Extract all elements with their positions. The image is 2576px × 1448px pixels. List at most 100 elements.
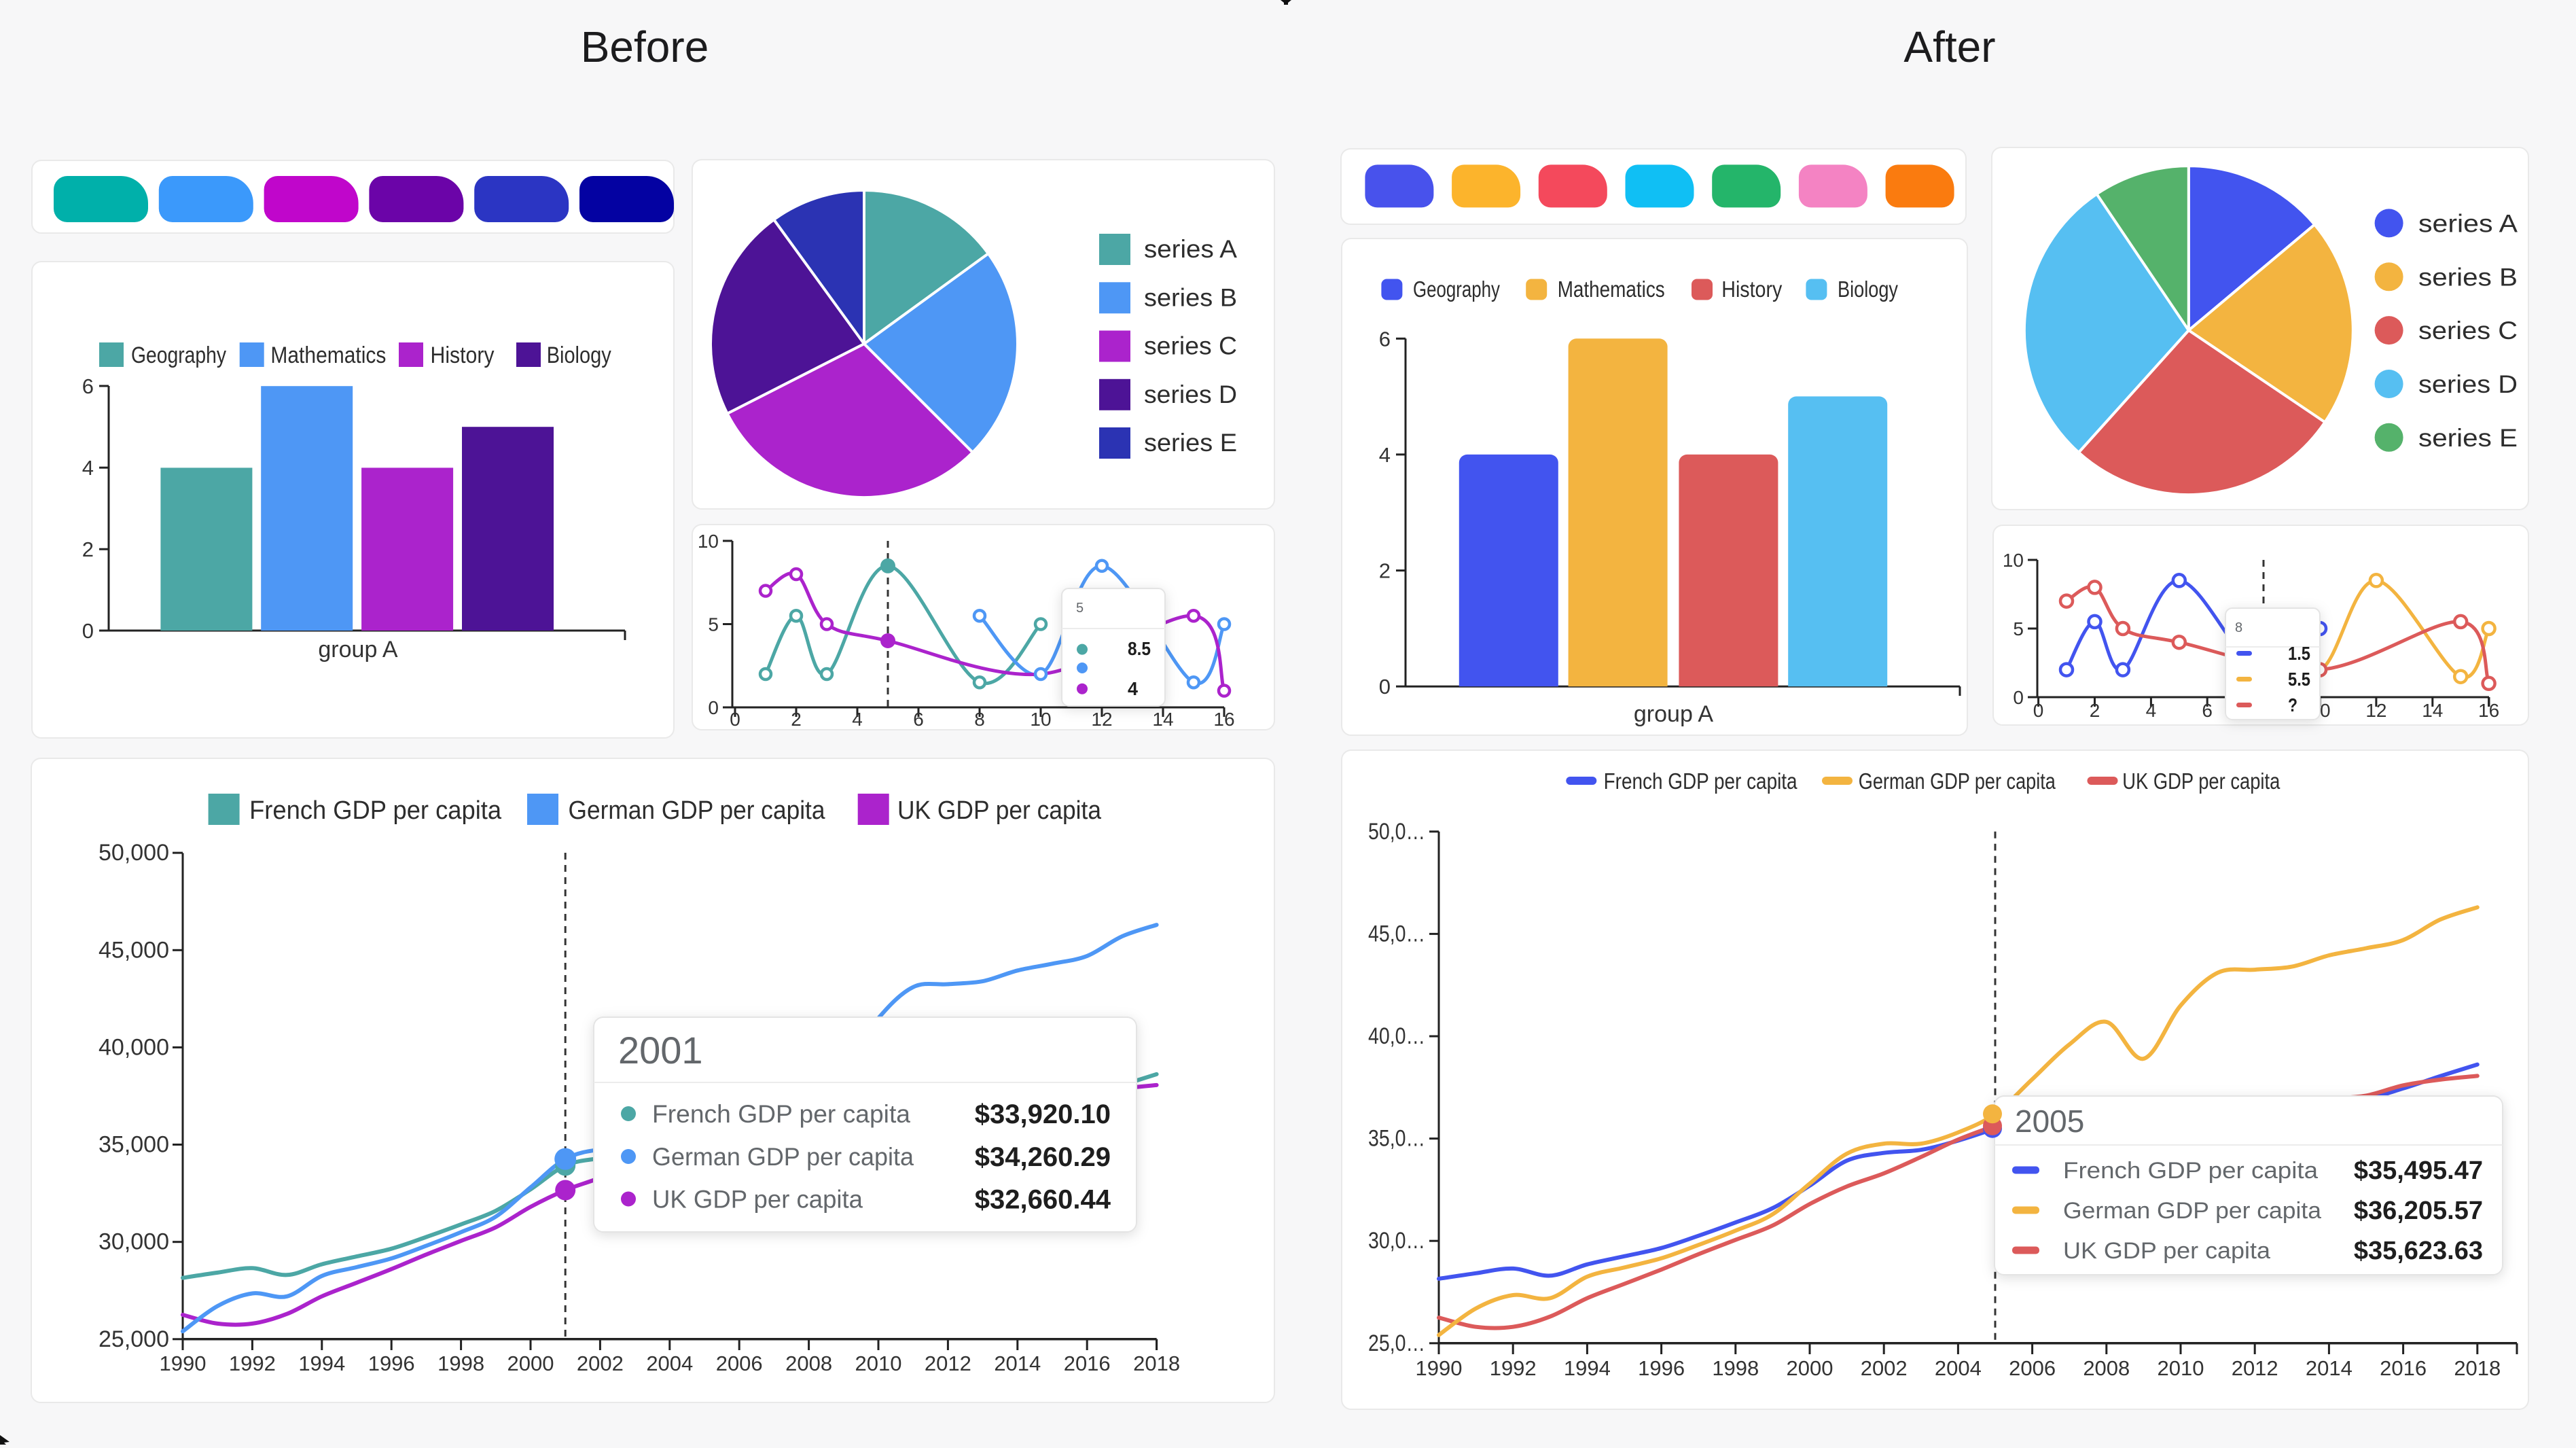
svg-text:4: 4 bbox=[2146, 700, 2157, 721]
svg-text:French GDP per capita: French GDP per capita bbox=[1604, 769, 1798, 794]
svg-text:2012: 2012 bbox=[925, 1352, 971, 1375]
svg-text:4: 4 bbox=[852, 709, 863, 730]
svg-text:series D: series D bbox=[1144, 381, 1237, 408]
svg-text:2: 2 bbox=[82, 537, 94, 561]
svg-text:series B: series B bbox=[1144, 283, 1237, 311]
svg-text:Before: Before bbox=[581, 22, 709, 71]
svg-text:series E: series E bbox=[1144, 429, 1237, 457]
svg-text:2002: 2002 bbox=[577, 1352, 624, 1375]
svg-text:$35,623.63: $35,623.63 bbox=[2354, 1237, 2483, 1265]
svg-text:1990: 1990 bbox=[1416, 1356, 1463, 1380]
svg-text:2016: 2016 bbox=[1064, 1352, 1111, 1375]
svg-text:History: History bbox=[1721, 277, 1782, 302]
svg-text:Mathematics: Mathematics bbox=[270, 342, 386, 368]
svg-text:1.5: 1.5 bbox=[2288, 643, 2310, 664]
svg-text:2012: 2012 bbox=[2232, 1356, 2278, 1380]
svg-text:German GDP per capita: German GDP per capita bbox=[1859, 769, 2056, 794]
svg-text:5: 5 bbox=[708, 614, 719, 635]
svg-text:$32,660.44: $32,660.44 bbox=[975, 1185, 1111, 1215]
svg-text:45,0…: 45,0… bbox=[1368, 921, 1425, 947]
svg-text:45,000: 45,000 bbox=[99, 937, 169, 963]
svg-text:group A: group A bbox=[1634, 701, 1714, 727]
svg-text:4: 4 bbox=[1379, 443, 1391, 467]
svg-text:4: 4 bbox=[82, 456, 94, 480]
svg-text:group A: group A bbox=[318, 637, 398, 663]
svg-text:?: ? bbox=[2288, 694, 2297, 716]
svg-text:2010: 2010 bbox=[855, 1352, 902, 1375]
svg-text:2: 2 bbox=[2090, 700, 2100, 721]
svg-text:2001: 2001 bbox=[618, 1029, 703, 1072]
svg-text:German GDP per capita: German GDP per capita bbox=[569, 796, 826, 825]
svg-text:1994: 1994 bbox=[1564, 1356, 1611, 1380]
svg-text:2000: 2000 bbox=[507, 1352, 554, 1375]
svg-text:0: 0 bbox=[82, 619, 94, 643]
svg-text:5: 5 bbox=[1076, 601, 1084, 616]
svg-text:$33,920.10: $33,920.10 bbox=[975, 1099, 1111, 1129]
svg-text:2006: 2006 bbox=[2009, 1356, 2056, 1380]
svg-text:series A: series A bbox=[1144, 235, 1237, 263]
svg-text:French GDP per capita: French GDP per capita bbox=[249, 796, 502, 825]
svg-text:2018: 2018 bbox=[1133, 1352, 1180, 1375]
svg-text:2006: 2006 bbox=[716, 1352, 763, 1375]
svg-text:$35,495.47: $35,495.47 bbox=[2354, 1156, 2483, 1185]
svg-text:35,000: 35,000 bbox=[99, 1132, 169, 1158]
svg-text:2004: 2004 bbox=[646, 1352, 693, 1375]
svg-text:6: 6 bbox=[913, 709, 924, 730]
svg-text:0: 0 bbox=[730, 709, 740, 730]
svg-text:30,0…: 30,0… bbox=[1368, 1228, 1425, 1254]
svg-text:series C: series C bbox=[1144, 332, 1237, 360]
svg-text:Mathematics: Mathematics bbox=[1558, 277, 1665, 302]
svg-text:Biology: Biology bbox=[547, 342, 611, 368]
svg-text:2000: 2000 bbox=[1787, 1356, 1833, 1380]
svg-text:14: 14 bbox=[2422, 700, 2443, 721]
svg-text:25,0…: 25,0… bbox=[1368, 1330, 1425, 1356]
svg-text:Geography: Geography bbox=[131, 342, 226, 368]
svg-text:UK GDP per capita: UK GDP per capita bbox=[2122, 769, 2280, 794]
svg-text:2002: 2002 bbox=[1861, 1356, 1908, 1380]
svg-text:50,000: 50,000 bbox=[99, 840, 169, 866]
svg-text:1996: 1996 bbox=[368, 1352, 415, 1375]
svg-text:40,000: 40,000 bbox=[99, 1034, 169, 1060]
svg-text:25,000: 25,000 bbox=[99, 1326, 169, 1352]
svg-text:series A: series A bbox=[2418, 209, 2518, 237]
svg-text:14: 14 bbox=[1152, 709, 1173, 730]
svg-text:$36,205.57: $36,205.57 bbox=[2354, 1197, 2483, 1225]
svg-text:4: 4 bbox=[1128, 678, 1138, 699]
svg-text:8.5: 8.5 bbox=[1128, 638, 1151, 659]
svg-text:History: History bbox=[431, 342, 495, 368]
svg-text:30,000: 30,000 bbox=[99, 1229, 169, 1255]
svg-text:UK GDP per capita: UK GDP per capita bbox=[652, 1186, 863, 1214]
svg-text:0: 0 bbox=[2033, 700, 2044, 721]
svg-text:8: 8 bbox=[2235, 620, 2242, 635]
svg-text:10: 10 bbox=[1030, 709, 1051, 730]
svg-text:5.5: 5.5 bbox=[2288, 669, 2310, 690]
svg-text:2005: 2005 bbox=[2015, 1103, 2084, 1139]
svg-text:Biology: Biology bbox=[1838, 277, 1898, 302]
svg-text:French GDP per capita: French GDP per capita bbox=[652, 1100, 910, 1128]
svg-text:German GDP per capita: German GDP per capita bbox=[2063, 1198, 2321, 1224]
svg-text:German GDP per capita: German GDP per capita bbox=[652, 1143, 914, 1171]
svg-text:5: 5 bbox=[2013, 618, 2024, 639]
svg-text:10: 10 bbox=[2003, 550, 2024, 571]
svg-text:series D: series D bbox=[2418, 370, 2518, 398]
svg-text:50,0…: 50,0… bbox=[1368, 819, 1425, 845]
svg-text:6: 6 bbox=[1379, 327, 1391, 351]
svg-text:UK GDP per capita: UK GDP per capita bbox=[897, 796, 1102, 825]
svg-text:2014: 2014 bbox=[2306, 1356, 2353, 1380]
svg-text:UK GDP per capita: UK GDP per capita bbox=[2063, 1238, 2270, 1264]
svg-text:$34,260.29: $34,260.29 bbox=[975, 1142, 1111, 1172]
svg-text:1998: 1998 bbox=[437, 1352, 484, 1375]
svg-text:1992: 1992 bbox=[229, 1352, 276, 1375]
svg-text:1996: 1996 bbox=[1638, 1356, 1685, 1380]
svg-text:series E: series E bbox=[2418, 424, 2518, 452]
svg-text:2008: 2008 bbox=[785, 1352, 832, 1375]
svg-text:12: 12 bbox=[1091, 709, 1112, 730]
svg-text:2: 2 bbox=[791, 709, 802, 730]
svg-text:0: 0 bbox=[708, 697, 719, 718]
svg-text:After: After bbox=[1903, 22, 1995, 71]
svg-text:16: 16 bbox=[1213, 709, 1234, 730]
svg-text:10: 10 bbox=[698, 531, 719, 552]
svg-text:35,0…: 35,0… bbox=[1368, 1126, 1425, 1152]
svg-text:6: 6 bbox=[82, 374, 94, 398]
svg-text:0: 0 bbox=[1379, 675, 1391, 699]
